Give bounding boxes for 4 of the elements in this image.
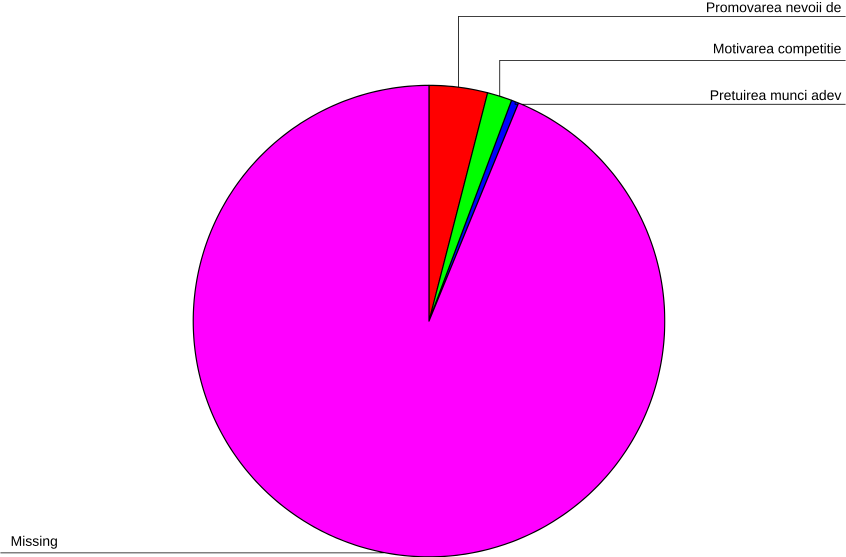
slice-label: Motivarea competitie — [714, 42, 841, 56]
slice-label: Pretuirea munci adev — [710, 90, 842, 100]
slice-label: Promovarea nevoii de — [707, 2, 841, 12]
slice-label: Missing — [12, 535, 57, 548]
